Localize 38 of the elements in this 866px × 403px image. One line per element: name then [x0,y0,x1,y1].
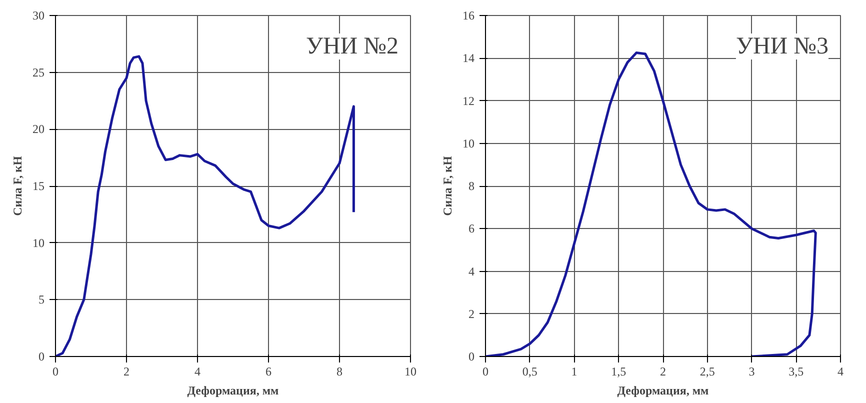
y-tick-label: 5 [38,292,44,307]
y-tick-label: 12 [462,94,474,108]
y-tick-label: 20 [32,122,44,136]
x-tick-label: 0,5 [522,364,538,378]
x-axis-title: Деформация, мм [187,384,279,398]
y-axis-title: Сила F, кН [10,155,24,216]
x-tick-label: 1 [571,364,578,378]
x-tick-label: 10 [404,364,416,378]
y-tick-label: 6 [468,222,474,236]
x-axis-title: Деформация, мм [617,384,709,398]
x-tick-label: 8 [336,364,342,378]
x-tick-label: 2 [124,364,130,378]
y-tick-label: 15 [32,179,44,193]
x-tick-label: 3,5 [788,364,804,378]
y-tick-label: 8 [468,179,474,193]
y-tick-label: 10 [462,136,474,150]
x-tick-label: 2,5 [700,364,715,378]
x-tick-label: 3 [748,364,755,378]
y-tick-label: 0 [38,350,44,364]
x-tick-label: 4 [194,364,200,378]
x-tick-label: 0 [52,364,58,378]
x-tick-label: 2 [660,364,666,378]
y-tick-label: 30 [32,8,44,22]
line-series [56,55,355,356]
y-tick-label: 0 [468,350,474,364]
y-tick-label: 2 [468,306,474,321]
y-tick-label: 14 [462,51,474,66]
y-tick-label: 16 [462,8,474,22]
x-tick-label: 6 [266,364,272,378]
x-tick-label: 1,5 [611,364,626,378]
y-axis-title: Сила F, кН [440,155,454,216]
annotation: УНИ №2 [306,34,399,60]
annotation: УНИ №3 [736,34,829,60]
x-tick-label: 4 [838,364,844,378]
y-tick-label: 10 [32,236,44,250]
y-tick-label: 25 [32,65,44,80]
y-tick-label: 4 [468,264,474,278]
x-tick-label: 0 [482,364,488,378]
